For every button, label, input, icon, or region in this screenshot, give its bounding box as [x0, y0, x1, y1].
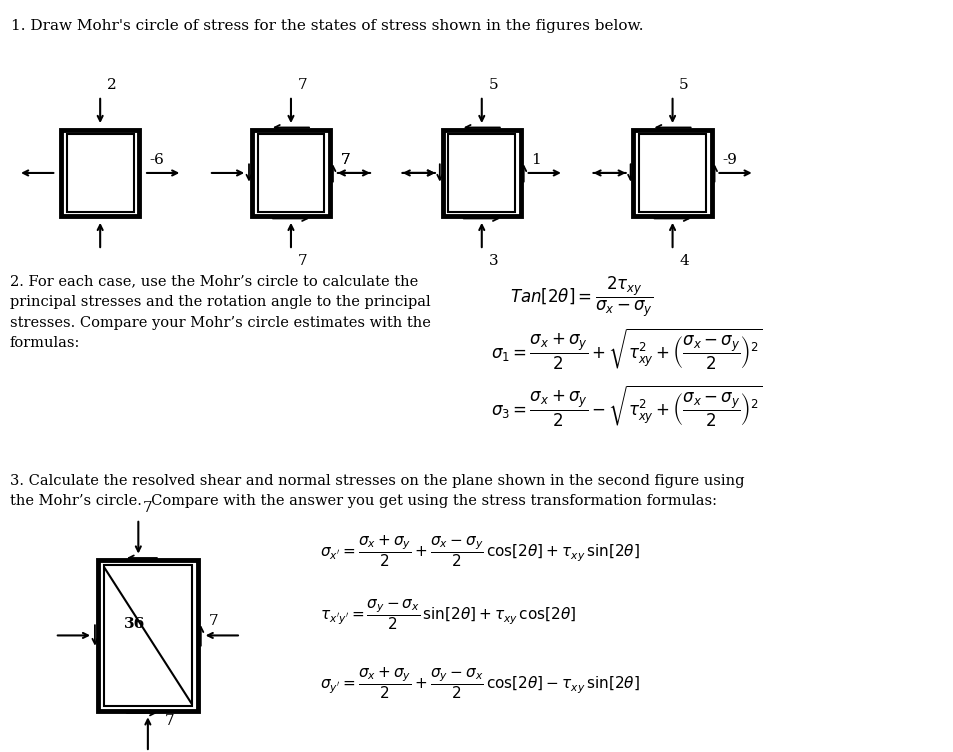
Text: 5: 5	[679, 78, 688, 92]
Text: 1. Draw Mohr's circle of stress for the states of stress shown in the figures be: 1. Draw Mohr's circle of stress for the …	[11, 19, 643, 33]
Text: 5: 5	[488, 78, 497, 92]
Bar	[61, 129, 139, 217]
Text: $Tan[2\theta]=\dfrac{2\tau_{xy}}{\sigma_x-\sigma_y}$: $Tan[2\theta]=\dfrac{2\tau_{xy}}{\sigma_…	[510, 274, 653, 319]
Text: $\sigma_{x'}=\dfrac{\sigma_x+\sigma_y}{2}+\dfrac{\sigma_x-\sigma_y}{2}\,\mathrm{: $\sigma_{x'}=\dfrac{\sigma_x+\sigma_y}{2…	[319, 534, 639, 569]
Bar	[104, 565, 193, 706]
Text: 7: 7	[297, 254, 307, 268]
Text: 7: 7	[340, 153, 350, 167]
Text: 7: 7	[340, 153, 350, 167]
Text: 3. Calculate the resolved shear and normal stresses on the plane shown in the se: 3. Calculate the resolved shear and norm…	[10, 474, 743, 508]
Bar	[257, 134, 324, 212]
Text: $\sigma_1=\dfrac{\sigma_x+\sigma_y}{2}+\sqrt{\tau_{xy}^{2}+\left(\dfrac{\sigma_x: $\sigma_1=\dfrac{\sigma_x+\sigma_y}{2}+\…	[491, 327, 762, 372]
Bar	[98, 560, 198, 711]
Bar	[633, 129, 711, 217]
Text: -6: -6	[150, 153, 165, 167]
Text: 1: 1	[531, 153, 540, 167]
Text: 2: 2	[107, 78, 116, 92]
Text: $\sigma_{y'}=\dfrac{\sigma_x+\sigma_y}{2}+\dfrac{\sigma_y-\sigma_x}{2}\,\mathrm{: $\sigma_{y'}=\dfrac{\sigma_x+\sigma_y}{2…	[319, 666, 639, 701]
Text: 7: 7	[165, 714, 174, 729]
Bar	[639, 134, 705, 212]
Text: 4: 4	[679, 254, 688, 268]
Bar	[448, 134, 515, 212]
Text: -9: -9	[721, 153, 737, 167]
Bar	[67, 134, 133, 212]
Bar	[252, 129, 330, 217]
Text: 7: 7	[208, 614, 218, 628]
Text: 7: 7	[143, 501, 152, 515]
Text: 3: 3	[488, 254, 497, 268]
Text: $\sigma_3=\dfrac{\sigma_x+\sigma_y}{2}-\sqrt{\tau_{xy}^{2}+\left(\dfrac{\sigma_x: $\sigma_3=\dfrac{\sigma_x+\sigma_y}{2}-\…	[491, 384, 762, 429]
Bar	[442, 129, 520, 217]
Text: 2. For each case, use the Mohr’s circle to calculate the
principal stresses and : 2. For each case, use the Mohr’s circle …	[10, 274, 430, 350]
Text: 36: 36	[124, 617, 145, 631]
Text: 7: 7	[297, 78, 307, 92]
Text: $\tau_{x'y'}=\dfrac{\sigma_y-\sigma_x}{2}\,\mathrm{sin}[2\theta]+\tau_{xy}\,\mat: $\tau_{x'y'}=\dfrac{\sigma_y-\sigma_x}{2…	[319, 598, 576, 632]
